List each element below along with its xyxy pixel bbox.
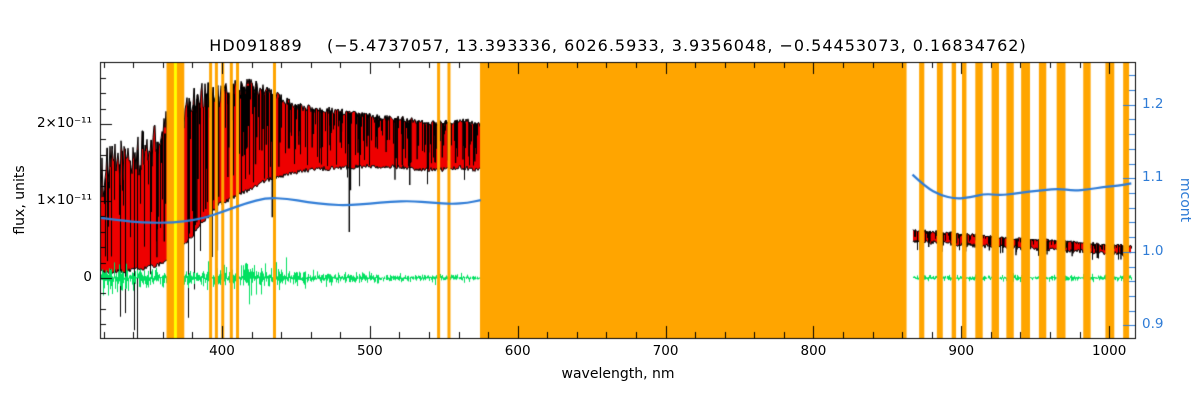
y-tick-label-left: 0 xyxy=(83,268,92,285)
y-tick-label-right: 1.1 xyxy=(1142,169,1164,186)
x-tick-label: 700 xyxy=(652,343,679,359)
y-tick-label-right: 0.9 xyxy=(1142,316,1164,333)
y-tick-label-left: 1×10⁻¹¹ xyxy=(36,191,92,208)
x-tick-label: 1000 xyxy=(1091,343,1127,359)
x-tick-label: 800 xyxy=(800,343,827,359)
y-tick-label-left: 2×10⁻¹¹ xyxy=(36,114,92,131)
x-tick-label: 900 xyxy=(948,343,975,359)
y-tick-label-right: 1.2 xyxy=(1142,95,1164,112)
x-tick-label: 500 xyxy=(356,343,383,359)
y-tick-label-right: 1.0 xyxy=(1142,242,1164,259)
x-axis-label: wavelength, nm xyxy=(561,366,675,382)
y-axis-label-right: mcont xyxy=(1177,177,1193,223)
x-tick-label: 600 xyxy=(504,343,531,359)
x-tick-label: 400 xyxy=(209,343,235,359)
plot-title: HD091889 (−5.4737057, 13.393336, 6026.59… xyxy=(209,36,1027,55)
